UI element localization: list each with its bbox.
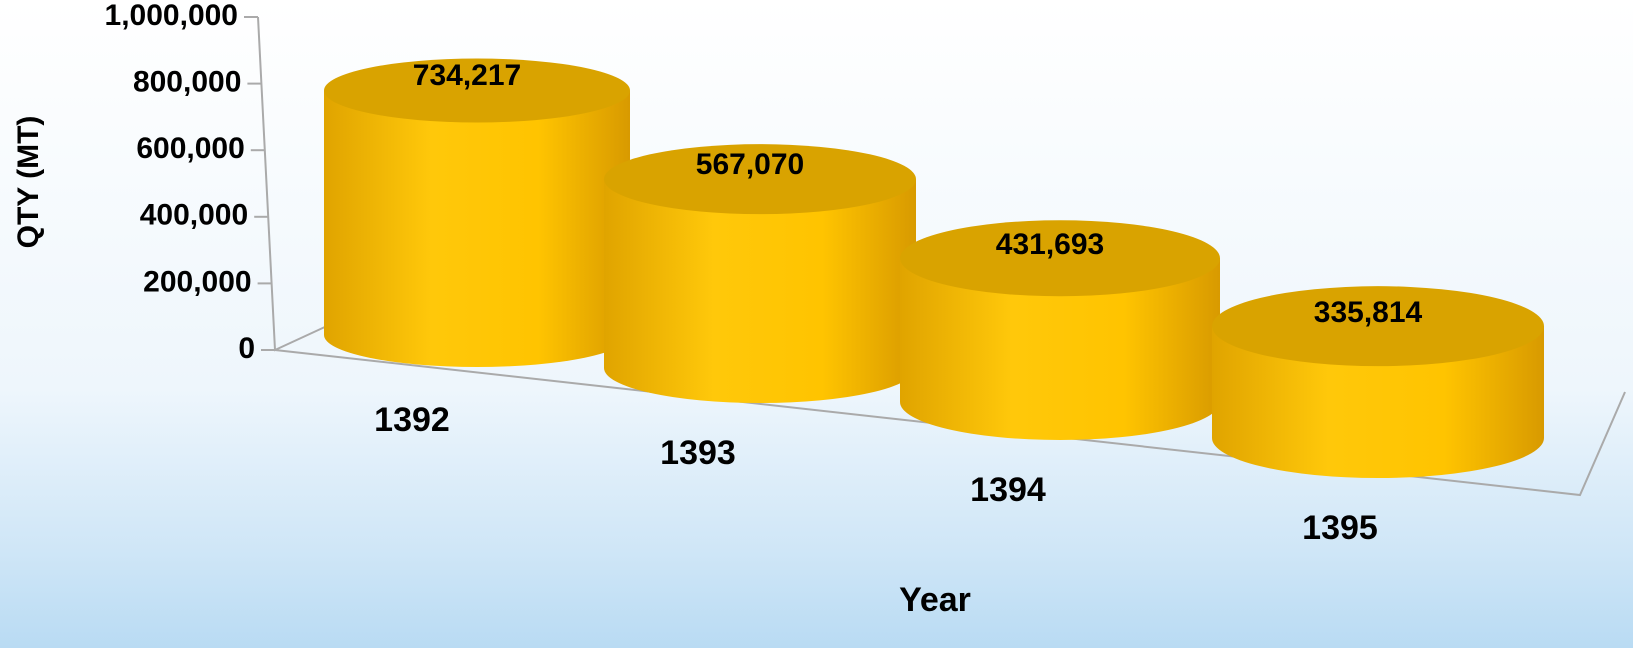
cylinder-top: [604, 144, 916, 215]
y-tick-label: 600,000: [136, 132, 244, 165]
x-tick-label: 1394: [970, 471, 1046, 509]
value-label: 431,693: [996, 228, 1104, 261]
value-label: 335,814: [1314, 296, 1423, 329]
cylinder-top: [324, 58, 630, 123]
y-tick-label: 200,000: [143, 265, 251, 298]
y-tick-label: 400,000: [140, 199, 248, 232]
value-label: 734,217: [413, 59, 521, 92]
cylinder-body: [604, 179, 916, 403]
cylinder-body: [1212, 326, 1544, 478]
x-tick-label: 1393: [660, 434, 736, 472]
cylinder-top: [1212, 286, 1544, 367]
y-tick-label: 800,000: [133, 66, 241, 99]
cylinder-body: [324, 90, 630, 367]
value-label: 567,070: [696, 148, 804, 181]
y-axis-label: QTY (MT): [12, 116, 45, 249]
y-tick-label: 1,000,000: [105, 0, 238, 32]
x-axis-label: Year: [899, 581, 971, 619]
cylinder-body: [900, 258, 1220, 440]
x-tick-label: 1392: [374, 401, 450, 439]
x-tick-label: 1395: [1302, 509, 1378, 547]
cylinder-top: [900, 220, 1220, 297]
y-tick-label: 0: [238, 332, 255, 365]
